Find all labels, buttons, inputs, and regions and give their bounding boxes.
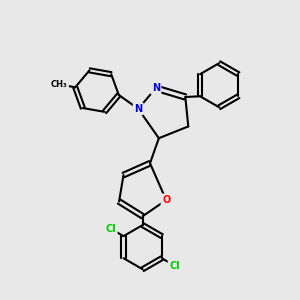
Text: N: N bbox=[134, 104, 142, 114]
Text: Cl: Cl bbox=[105, 224, 116, 234]
Text: O: O bbox=[162, 195, 170, 205]
Text: Cl: Cl bbox=[169, 261, 180, 271]
Text: N: N bbox=[152, 83, 160, 93]
Text: CH₃: CH₃ bbox=[51, 80, 68, 89]
